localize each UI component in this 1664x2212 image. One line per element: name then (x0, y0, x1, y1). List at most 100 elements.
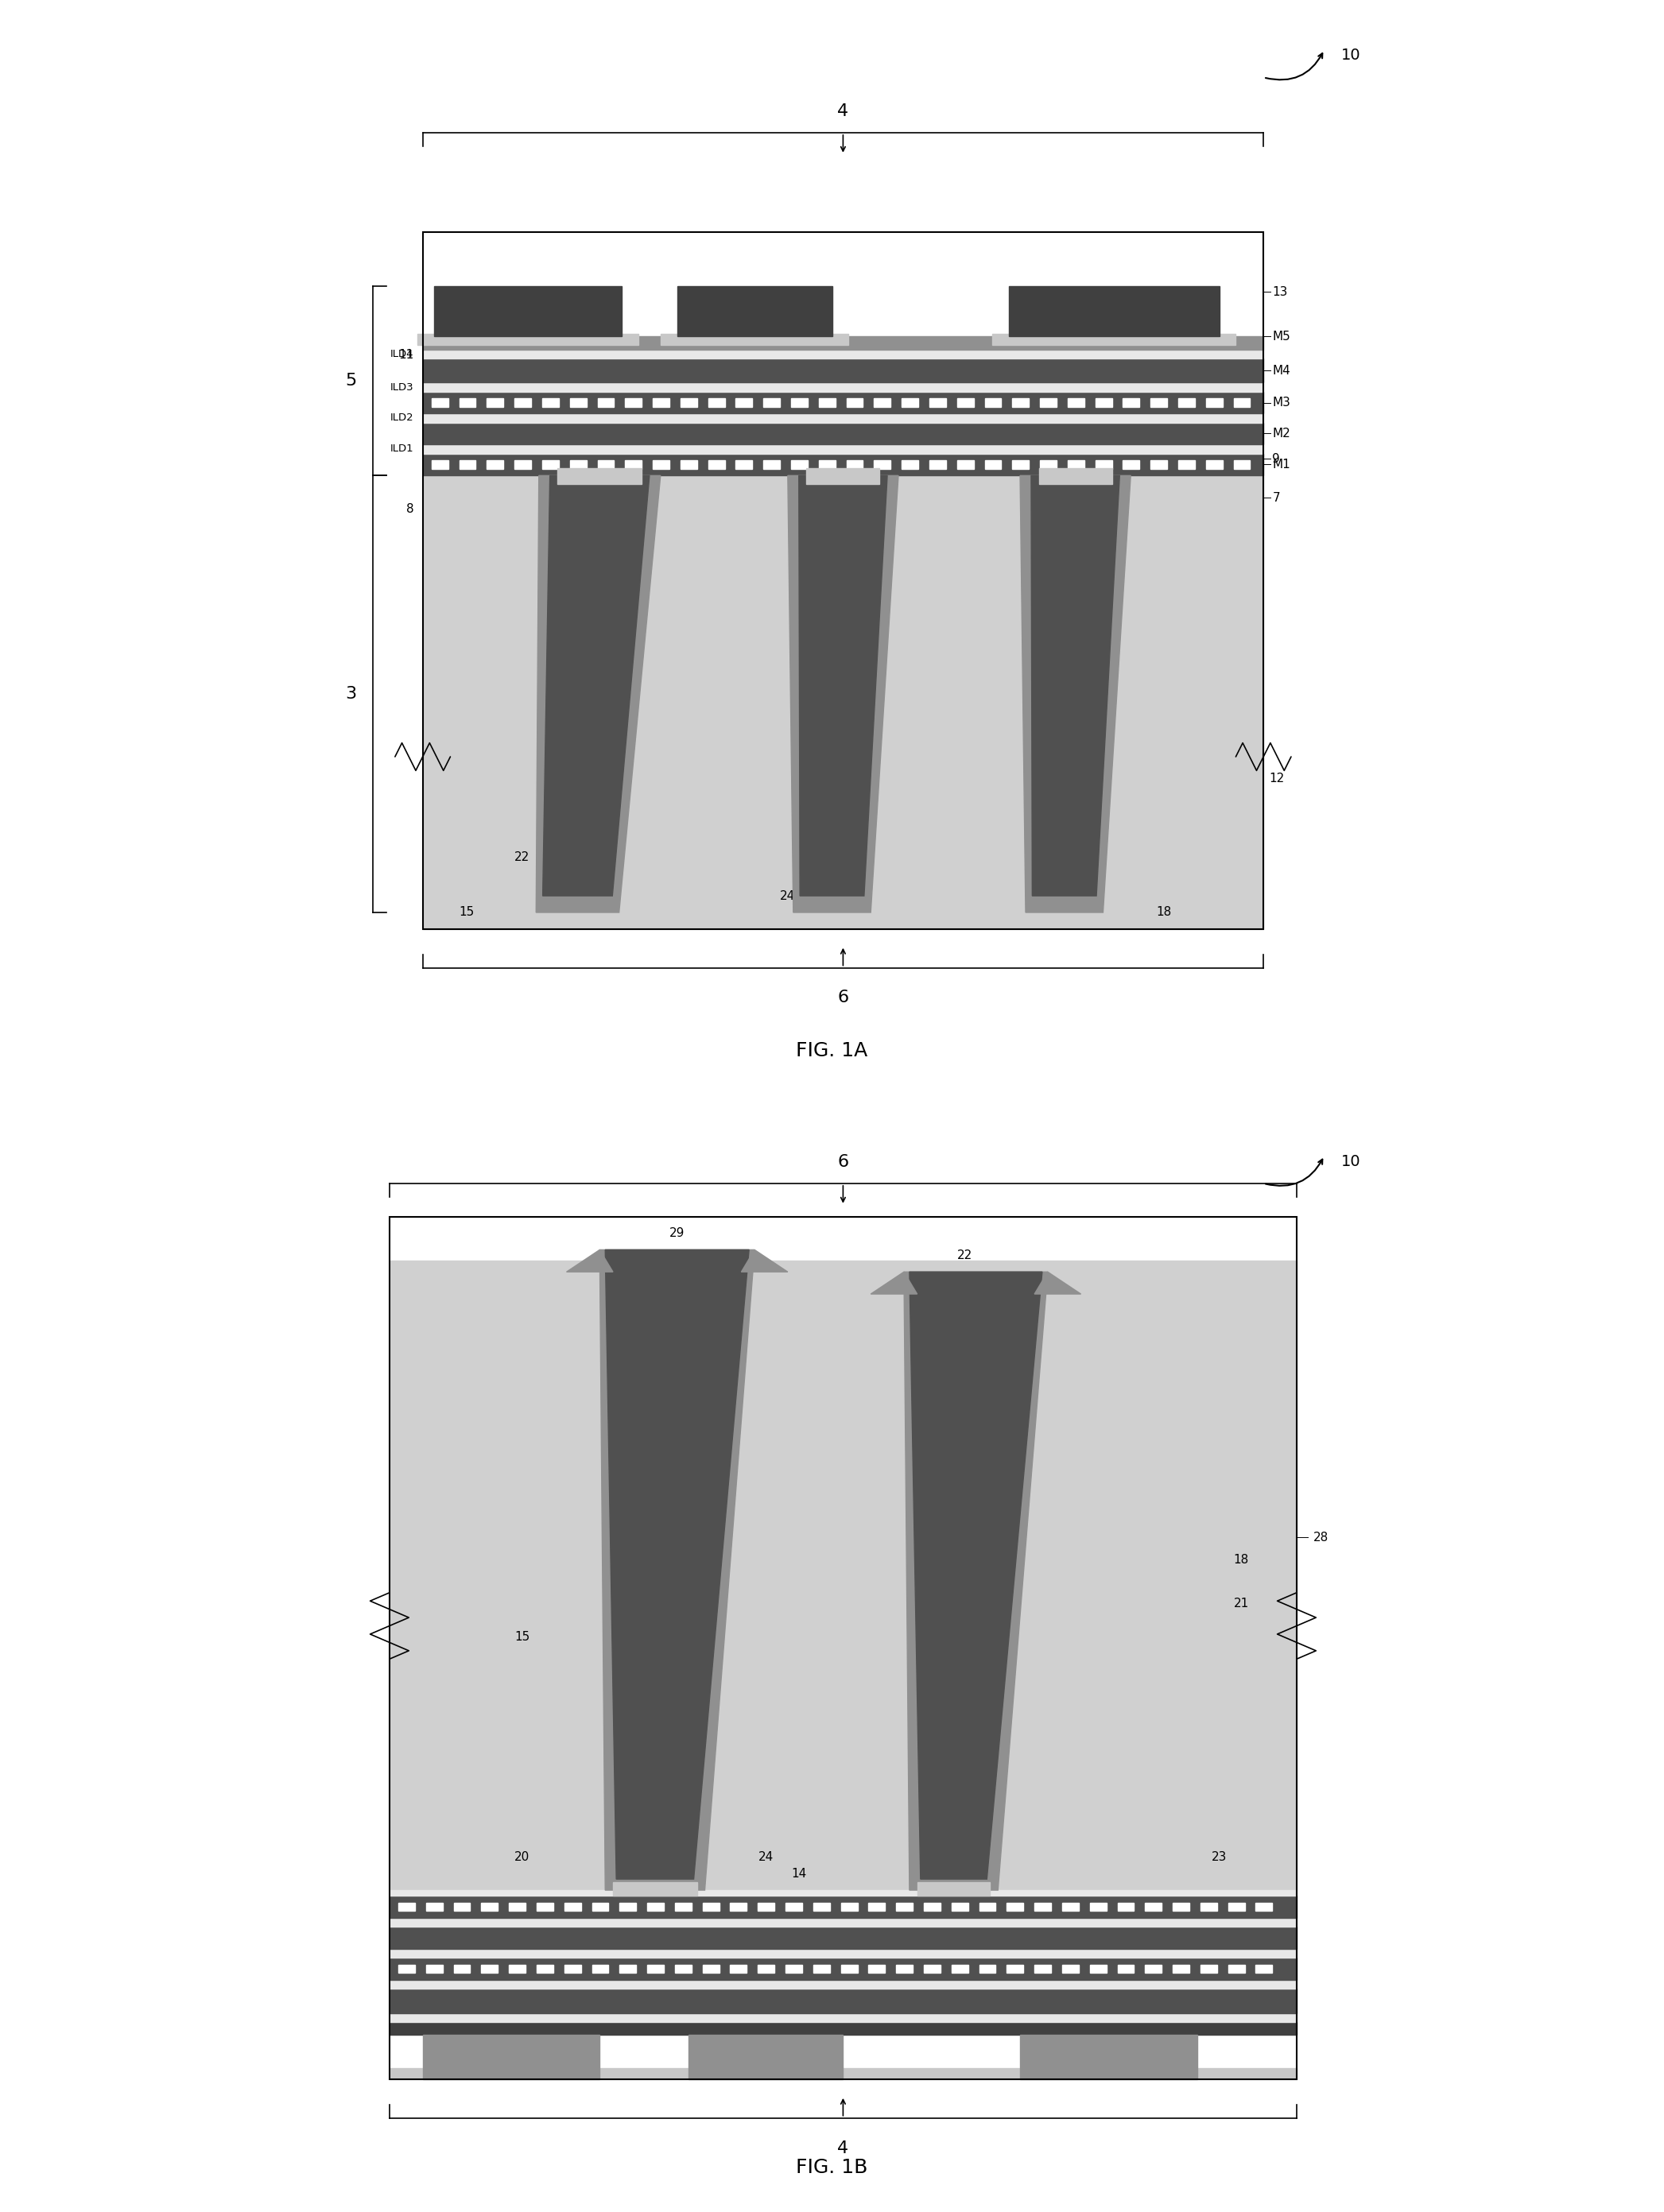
Text: 10: 10 (1341, 49, 1361, 62)
Bar (626, 460, 642, 469)
Bar (418, 334, 639, 345)
Bar (819, 460, 835, 469)
Bar (681, 398, 697, 407)
Text: FIG. 1A: FIG. 1A (795, 1042, 869, 1060)
Bar (509, 1964, 526, 1973)
Bar (592, 1964, 609, 1973)
Bar (597, 460, 614, 469)
Bar (423, 383, 1263, 392)
Text: 21: 21 (1233, 1597, 1250, 1610)
Text: 20: 20 (569, 513, 586, 526)
Text: 16: 16 (835, 874, 850, 885)
Bar (709, 398, 726, 407)
Bar (730, 1964, 747, 1973)
Polygon shape (904, 1272, 1048, 1889)
Bar (952, 1964, 968, 1973)
Text: ILD3: ILD3 (391, 383, 414, 392)
Text: 4: 4 (837, 2141, 849, 2157)
Bar (423, 336, 1263, 349)
Bar (957, 398, 973, 407)
Bar (514, 398, 531, 407)
Bar (389, 1927, 1296, 1949)
Bar (814, 1964, 830, 1973)
Text: ILD4: ILD4 (391, 349, 414, 358)
Bar (930, 460, 945, 469)
Bar (1118, 1902, 1133, 1911)
Text: 5: 5 (344, 374, 356, 389)
Bar (790, 460, 807, 469)
Bar (1256, 1964, 1273, 1973)
Bar (1012, 398, 1028, 407)
Bar (924, 1964, 940, 1973)
Bar (897, 1902, 914, 1911)
Bar (978, 1964, 995, 1973)
Polygon shape (870, 1272, 917, 1294)
Bar (1062, 1964, 1078, 1973)
Bar (930, 398, 945, 407)
Bar (434, 288, 622, 336)
Bar (389, 1896, 1296, 1918)
Text: 11: 11 (398, 349, 414, 361)
Bar (389, 1889, 1296, 1896)
Text: 10: 10 (1341, 1155, 1361, 1168)
Bar (426, 1902, 443, 1911)
Bar (509, 1902, 526, 1911)
Bar (869, 1902, 885, 1911)
Bar (454, 1964, 471, 1973)
Bar (702, 1902, 719, 1911)
Text: 6: 6 (837, 991, 849, 1006)
Polygon shape (1032, 476, 1120, 896)
Bar (481, 1902, 498, 1911)
Bar (423, 422, 1263, 445)
Text: 23: 23 (1045, 513, 1062, 526)
Bar (398, 1902, 414, 1911)
Bar (702, 1964, 719, 1973)
Bar (689, 2035, 844, 2079)
Text: 14: 14 (880, 502, 895, 515)
Bar (1007, 1964, 1023, 1973)
Bar (924, 1902, 940, 1911)
Bar (992, 334, 1236, 345)
Bar (459, 460, 476, 469)
Bar (985, 398, 1002, 407)
Bar (1068, 398, 1085, 407)
Text: 24: 24 (759, 1851, 774, 1863)
Bar (431, 398, 448, 407)
Bar (661, 334, 849, 345)
Bar (1095, 398, 1112, 407)
Bar (1173, 1902, 1190, 1911)
Bar (389, 1261, 1296, 1889)
Bar (807, 467, 880, 484)
Bar (423, 476, 1263, 929)
Bar (398, 1964, 414, 1973)
Bar (542, 460, 559, 469)
Bar (757, 1964, 774, 1973)
Bar (569, 398, 586, 407)
Text: 8: 8 (406, 502, 414, 515)
Bar (647, 1964, 664, 1973)
Bar (389, 2022, 1296, 2035)
Text: 4: 4 (837, 104, 849, 119)
Bar (557, 467, 642, 484)
Bar (592, 1902, 609, 1911)
Text: 29: 29 (669, 1228, 686, 1239)
Bar (1062, 1902, 1078, 1911)
Bar (542, 398, 559, 407)
Polygon shape (566, 1250, 612, 1272)
Bar (1090, 1902, 1107, 1911)
Bar (1068, 460, 1085, 469)
Bar (730, 1902, 747, 1911)
Bar (790, 398, 807, 407)
Bar (957, 460, 973, 469)
Bar (423, 2035, 599, 2079)
Bar (869, 1964, 885, 1973)
Bar (423, 358, 1263, 383)
Bar (917, 1882, 990, 1896)
Text: 7: 7 (1273, 491, 1280, 504)
Bar (985, 460, 1002, 469)
Text: 14: 14 (790, 1867, 807, 1880)
Text: 15: 15 (514, 1630, 529, 1644)
Polygon shape (910, 1272, 1042, 1878)
Text: 22: 22 (514, 852, 529, 863)
Bar (1035, 1902, 1052, 1911)
